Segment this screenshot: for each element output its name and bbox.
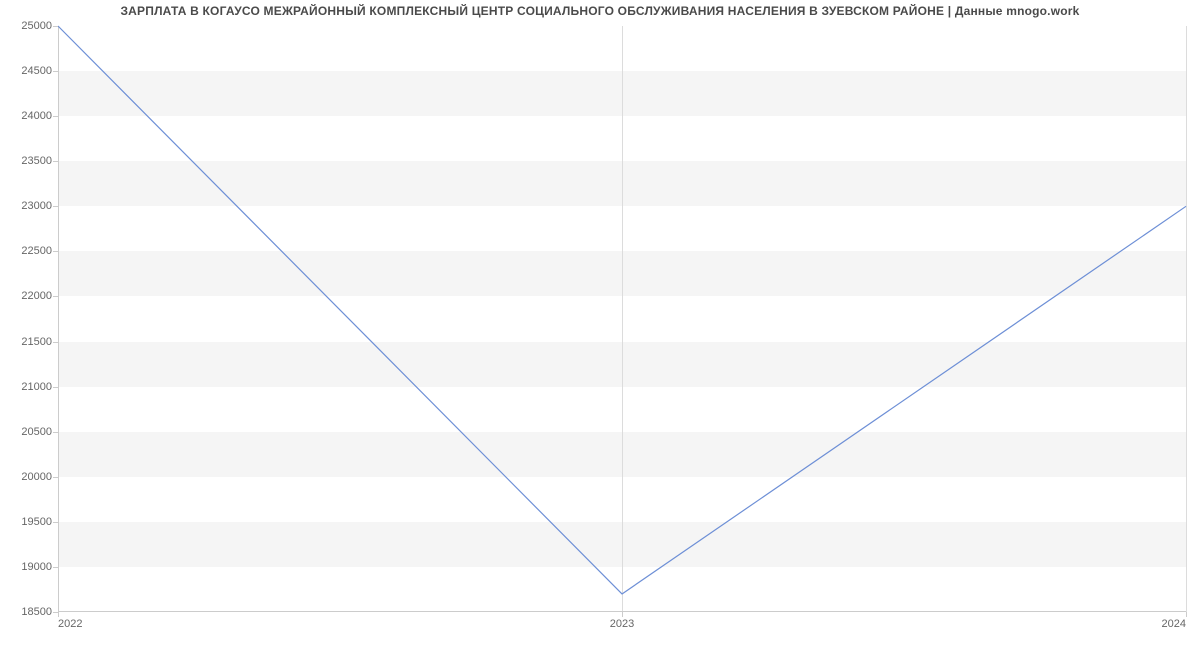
y-tick-label: 21000 (21, 381, 58, 393)
salary-line-chart: ЗАРПЛАТА В КОГАУСО МЕЖРАЙОННЫЙ КОМПЛЕКСН… (0, 0, 1200, 650)
y-tick-label: 24000 (21, 110, 58, 122)
y-tick-label: 23500 (21, 155, 58, 167)
plot-area: 2022202320241850019000195002000020500210… (58, 26, 1186, 612)
x-tick-label: 2022 (58, 612, 82, 630)
y-tick-label: 24500 (21, 65, 58, 77)
y-tick-label: 21500 (21, 336, 58, 348)
line-layer (58, 26, 1186, 612)
y-tick-label: 19000 (21, 561, 58, 573)
y-tick-label: 22000 (21, 290, 58, 302)
x-gridline (1186, 26, 1187, 612)
y-tick-label: 19500 (21, 516, 58, 528)
x-tick-label: 2023 (610, 612, 634, 630)
y-tick-label: 23000 (21, 200, 58, 212)
y-tick-label: 25000 (21, 20, 58, 32)
y-tick-label: 20500 (21, 426, 58, 438)
y-tick-label: 18500 (21, 606, 58, 618)
y-tick-label: 20000 (21, 471, 58, 483)
x-tick-label: 2024 (1162, 612, 1186, 630)
chart-title: ЗАРПЛАТА В КОГАУСО МЕЖРАЙОННЫЙ КОМПЛЕКСН… (0, 4, 1200, 18)
y-tick-label: 22500 (21, 245, 58, 257)
series-line-salary (58, 26, 1186, 594)
x-tick-mark (1186, 612, 1187, 617)
